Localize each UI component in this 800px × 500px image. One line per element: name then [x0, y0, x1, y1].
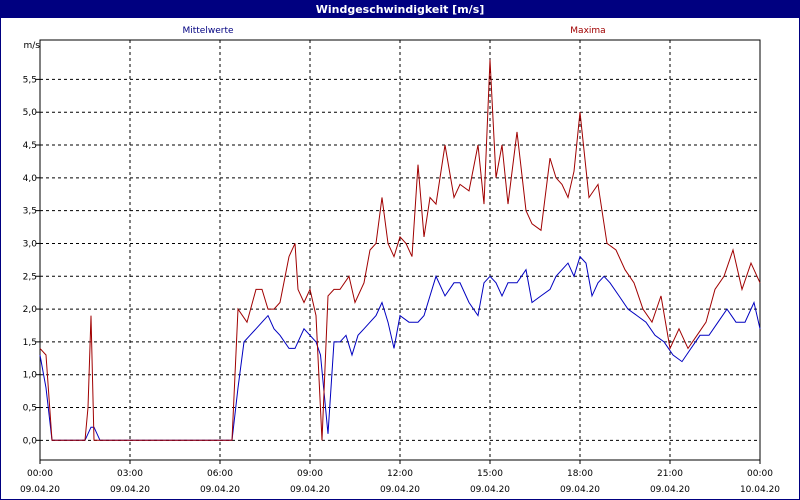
y-tick-label: 3,5 [23, 207, 37, 217]
x-tick-time: 00:00 [747, 469, 773, 479]
y-tick-label: 3,0 [23, 239, 38, 249]
x-tick-date: 09.04.20 [560, 485, 600, 495]
grid-lines [40, 40, 760, 460]
legend-mittelwerte: Mittelwerte [182, 26, 233, 36]
x-tick-date: 09.04.20 [290, 485, 330, 495]
y-tick-labels: 0,0 0,5 1,0 1,5 2,0 2,5 3,0 3,5 4,0 4,5 5,0 5,5 [23, 75, 40, 446]
y-tick-label: 2,0 [23, 305, 38, 315]
y-axis-label: m/s [24, 41, 41, 51]
x-tick-labels: 00:00 09.04.20 03:00 09.04.20 06:00 09.04.20 0… [20, 460, 780, 495]
y-tick-label: 1,0 [23, 371, 38, 381]
y-tick-label: 5,5 [23, 75, 37, 85]
x-tick-date: 09.04.20 [650, 485, 690, 495]
series-line-maxima [39, 59, 761, 441]
x-tick-time: 15:00 [477, 469, 503, 479]
legend-maxima: Maxima [570, 26, 605, 36]
x-tick-date: 09.04.20 [380, 485, 420, 495]
x-tick-time: 21:00 [657, 469, 683, 479]
x-tick-time: 09:00 [297, 469, 323, 479]
x-tick-date: 09.04.20 [110, 485, 150, 495]
y-tick-label: 4,5 [23, 141, 37, 151]
x-tick-time: 18:00 [567, 469, 593, 479]
x-tick-time: 12:00 [387, 469, 413, 479]
chart-title: Windgeschwindigkeit [m/s] [1, 1, 799, 18]
y-tick-label: 5,0 [23, 108, 38, 118]
y-tick-label: 0,0 [23, 436, 38, 446]
x-tick-date: 10.04.20 [740, 485, 780, 495]
series-lines [39, 59, 761, 441]
y-tick-label: 1,5 [23, 338, 37, 348]
series-line-mittelwerte [39, 255, 761, 441]
x-tick-time: 00:00 [27, 469, 53, 479]
y-tick-label: 4,0 [23, 174, 38, 184]
x-tick-time: 03:00 [117, 469, 143, 479]
x-tick-date: 09.04.20 [20, 485, 60, 495]
x-tick-date: 09.04.20 [200, 485, 240, 495]
y-tick-label: 0,5 [23, 404, 37, 414]
y-tick-label: 2,5 [23, 272, 37, 282]
x-tick-date: 09.04.20 [470, 485, 510, 495]
x-tick-time: 06:00 [207, 469, 233, 479]
